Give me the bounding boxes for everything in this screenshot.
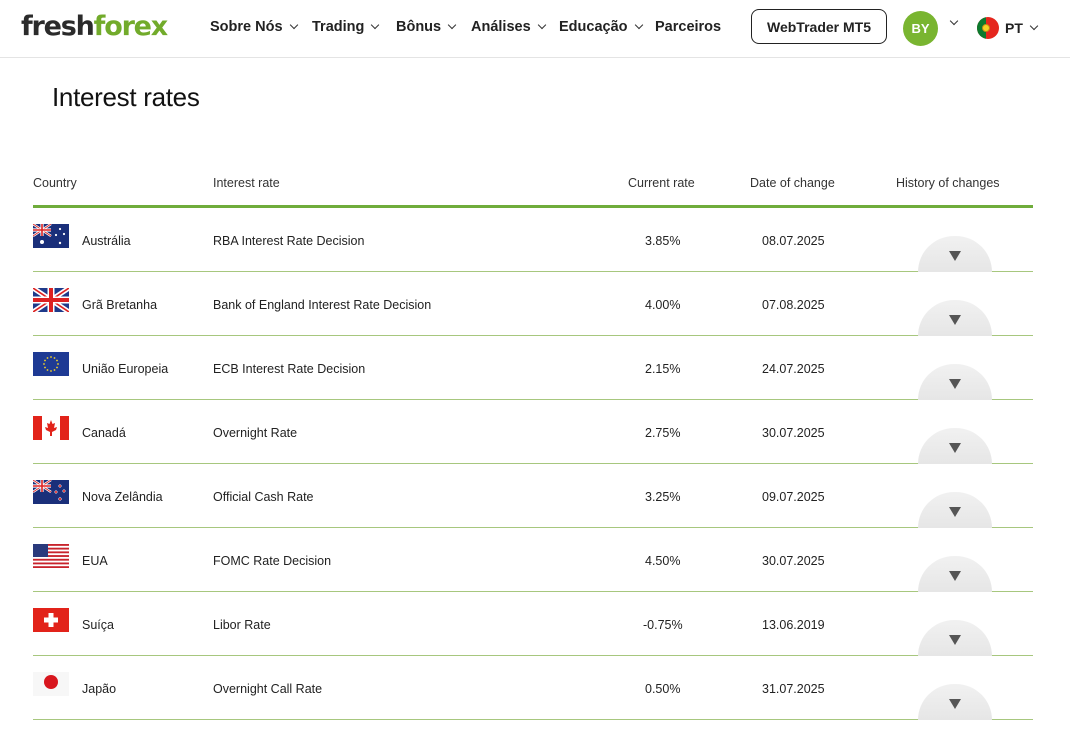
date-of-change: 30.07.2025	[762, 554, 825, 568]
portugal-flag-icon	[977, 17, 999, 39]
chevron-down-icon	[1029, 21, 1039, 31]
current-rate: 2.75%	[645, 426, 681, 440]
triangle-down-icon	[949, 635, 961, 645]
table-row: Nova Zelândia Official Cash Rate 3.25% 0…	[33, 464, 1033, 528]
current-rate: 3.25%	[645, 490, 681, 504]
table-row: Canadá Overnight Rate 2.75% 30.07.2025	[33, 400, 1033, 464]
triangle-down-icon	[949, 251, 961, 261]
switzerland-flag-icon	[33, 608, 69, 632]
triangle-down-icon	[949, 507, 961, 517]
site-header: freshforex Sobre Nós Trading Bônus Análi…	[0, 0, 1070, 58]
nav-label: Análises	[471, 19, 531, 35]
rate-name: RBA Interest Rate Decision	[213, 234, 365, 248]
rate-name: ECB Interest Rate Decision	[213, 362, 366, 376]
table-row: Grã Bretanha Bank of England Interest Ra…	[33, 272, 1033, 336]
webtrader-button[interactable]: WebTrader MT5	[751, 9, 887, 44]
country-name: Grã Bretanha	[82, 298, 158, 312]
rate-name: Bank of England Interest Rate Decision	[213, 298, 432, 312]
japan-flag-icon	[33, 672, 69, 696]
column-header-history: History of changes	[896, 176, 1000, 190]
column-header-current-rate: Current rate	[628, 176, 695, 190]
date-of-change: 24.07.2025	[762, 362, 825, 376]
nav-parceiros[interactable]: Parceiros	[655, 19, 721, 35]
current-rate: 2.15%	[645, 362, 681, 376]
chevron-down-icon	[537, 20, 546, 30]
table-row: Japão Overnight Call Rate 0.50% 31.07.20…	[33, 656, 1033, 720]
table-row: Suíça Libor Rate -0.75% 13.06.2019	[33, 592, 1033, 656]
uk-flag-icon	[33, 288, 69, 312]
table-row: EUA FOMC Rate Decision 4.50% 30.07.2025	[33, 528, 1033, 592]
current-rate: -0.75%	[643, 618, 683, 632]
history-toggle-button[interactable]	[918, 236, 992, 272]
eu-flag-icon	[33, 352, 69, 376]
history-toggle-button[interactable]	[918, 300, 992, 336]
canada-flag-icon	[33, 416, 69, 440]
history-toggle-button[interactable]	[918, 684, 992, 720]
country-name: Japão	[82, 682, 117, 696]
country-name: Canadá	[82, 426, 126, 440]
nav-label: Parceiros	[655, 19, 722, 35]
chevron-down-icon	[634, 20, 643, 30]
table-row: União Europeia ECB Interest Rate Decisio…	[33, 336, 1033, 400]
history-toggle-button[interactable]	[918, 492, 992, 528]
new-zealand-flag-icon	[33, 480, 69, 504]
column-header-date-of-change: Date of change	[750, 176, 835, 190]
country-name: Nova Zelândia	[82, 490, 163, 504]
date-of-change: 31.07.2025	[762, 682, 825, 696]
nav-label: Trading	[312, 19, 365, 35]
triangle-down-icon	[949, 379, 961, 389]
history-toggle-button[interactable]	[918, 556, 992, 592]
page-title: Interest rates	[52, 82, 200, 112]
triangle-down-icon	[949, 571, 961, 581]
logo-part-fresh: fresh	[21, 11, 95, 42]
language-label: PT	[1005, 20, 1023, 36]
country-name: Austrália	[82, 234, 131, 248]
date-of-change: 09.07.2025	[762, 490, 825, 504]
rate-name: Overnight Rate	[213, 426, 298, 440]
chevron-down-icon	[447, 20, 457, 30]
rate-name: FOMC Rate Decision	[213, 554, 332, 568]
logo-part-forex: forex	[93, 11, 169, 42]
nav-label: Bônus	[396, 19, 442, 35]
country-name: EUA	[82, 554, 108, 568]
current-rate: 4.00%	[645, 298, 681, 312]
date-of-change: 13.06.2019	[762, 618, 825, 632]
nav-educacao[interactable]: Educação	[559, 19, 643, 35]
date-of-change: 07.08.2025	[762, 298, 825, 312]
nav-label: Educação	[559, 19, 628, 35]
history-toggle-button[interactable]	[918, 364, 992, 400]
column-header-country: Country	[33, 176, 77, 190]
chevron-down-icon	[371, 20, 380, 30]
table-header: Country Interest rate Current rate Date …	[33, 166, 1033, 208]
language-selector[interactable]: PT	[977, 17, 1039, 39]
table-row: Austrália RBA Interest Rate Decision 3.8…	[33, 208, 1033, 272]
usa-flag-icon	[33, 544, 69, 568]
chevron-down-icon	[289, 20, 298, 30]
date-of-change: 30.07.2025	[762, 426, 825, 440]
history-toggle-button[interactable]	[918, 620, 992, 656]
rate-name: Official Cash Rate	[213, 490, 314, 504]
column-header-interest-rate: Interest rate	[213, 176, 280, 190]
triangle-down-icon	[949, 443, 961, 453]
triangle-down-icon	[949, 315, 961, 325]
nav-label: Sobre Nós	[210, 19, 283, 35]
current-rate: 4.50%	[645, 554, 681, 568]
rate-name: Overnight Call Rate	[213, 682, 323, 696]
current-rate: 3.85%	[645, 234, 681, 248]
history-toggle-button[interactable]	[918, 428, 992, 464]
nav-analises[interactable]: Análises	[471, 19, 546, 35]
nav-trading[interactable]: Trading	[312, 19, 380, 35]
date-of-change: 08.07.2025	[762, 234, 825, 248]
country-name: Suíça	[82, 618, 114, 632]
avatar[interactable]: BY	[903, 11, 938, 46]
chevron-down-icon[interactable]	[949, 16, 959, 26]
current-rate: 0.50%	[645, 682, 681, 696]
nav-bonus[interactable]: Bônus	[396, 19, 457, 35]
nav-sobre-nos[interactable]: Sobre Nós	[210, 19, 298, 35]
freshforex-logo[interactable]: freshforex	[21, 10, 169, 44]
australia-flag-icon	[33, 224, 69, 248]
country-name: União Europeia	[82, 362, 169, 376]
triangle-down-icon	[949, 699, 961, 709]
rate-name: Libor Rate	[213, 618, 271, 632]
